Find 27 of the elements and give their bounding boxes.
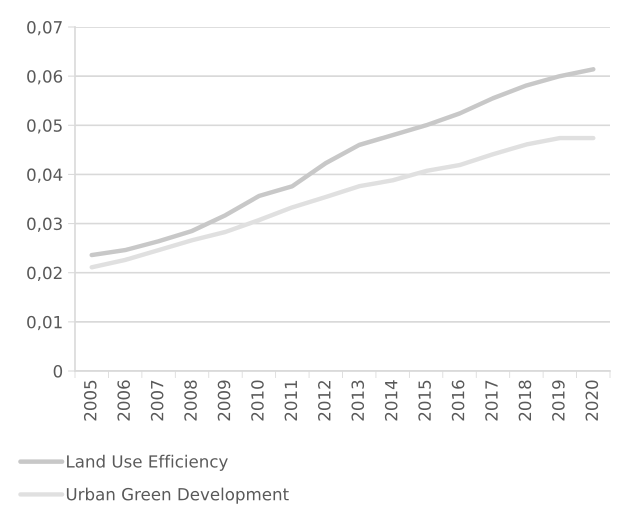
x-tick-label: 2007: [150, 380, 164, 421]
y-tick-label: 0,03: [27, 218, 62, 232]
y-tick-label: 0,02: [27, 266, 62, 281]
y-tick-label: 0,06: [27, 70, 62, 84]
legend-label: Urban Green Development: [66, 488, 289, 504]
x-tick-label: 2009: [218, 380, 230, 421]
x-tick-label: 2019: [552, 380, 565, 421]
y-tick-label: 0,01: [27, 316, 62, 330]
x-tick-label: 2017: [485, 380, 498, 421]
x-tick-label: 2020: [586, 380, 598, 421]
x-tick-label: 2012: [318, 381, 331, 421]
x-tick-label: 2013: [351, 380, 364, 421]
line-series: [89, 67, 596, 258]
x-tick-label: 2015: [418, 380, 431, 421]
y-tick-label: 0,04: [27, 168, 62, 183]
x-tick-label: 2016: [452, 380, 464, 421]
x-tick-label: 2011: [284, 380, 298, 421]
x-tick-label: 2018: [518, 380, 532, 421]
x-tick-label: 2006: [117, 380, 130, 421]
y-tick-label: 0,05: [27, 119, 62, 134]
x-tick-label: 2008: [184, 380, 197, 421]
legend-label: Land Use Efficiency: [67, 454, 228, 471]
x-tick-label: 2014: [384, 380, 398, 421]
y-tick-label: 0,07: [27, 20, 62, 36]
x-tick-label: 2010: [251, 380, 264, 421]
x-tick-label: 2005: [84, 380, 97, 421]
y-tick-label: 0: [54, 364, 62, 378]
